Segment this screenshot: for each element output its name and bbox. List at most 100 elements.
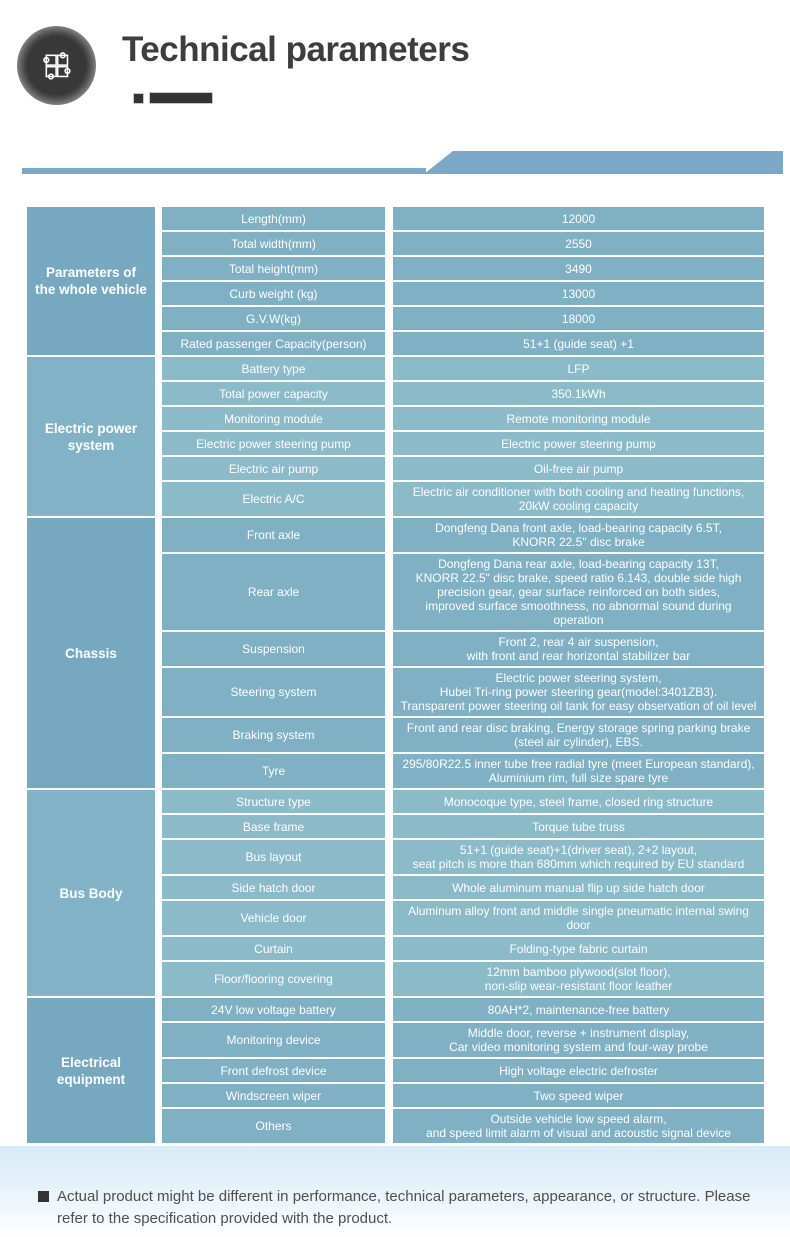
spec-row: Braking system Front and rear disc brakin…: [162, 716, 764, 752]
spec-row: Steering system Electric power steering s…: [162, 666, 764, 716]
value-cell: 295/80R22.5 inner tube free radial tyre …: [393, 754, 764, 788]
param-cell: Side hatch door: [162, 876, 385, 899]
spec-row: Monitoring device Middle door, reverse + …: [162, 1021, 764, 1057]
spec-row: Front defrost device High voltage electri…: [162, 1057, 764, 1082]
value-cell: Electric air conditioner with both cooli…: [393, 482, 764, 516]
param-cell: Electric air pump: [162, 457, 385, 480]
param-cell: Braking system: [162, 718, 385, 752]
disclaimer-text: Actual product might be different in per…: [57, 1188, 751, 1227]
spec-row: Base frame Torque tube truss: [162, 813, 764, 838]
spec-row: Total height(mm) 3490: [162, 255, 764, 280]
spec-row: 24V low voltage battery 80AH*2, maintenan…: [162, 998, 764, 1021]
value-cell: Dongfeng Dana rear axle, load-bearing ca…: [393, 554, 764, 630]
value-cell: LFP: [393, 357, 764, 380]
value-cell: 13000: [393, 282, 764, 305]
value-cell: 12000: [393, 207, 764, 230]
value-cell: High voltage electric defroster: [393, 1059, 764, 1082]
section-rows: Front axle Dongfeng Dana front axle, load…: [162, 518, 764, 788]
header-divider-flag: [424, 151, 783, 174]
param-cell: Electric power steering pump: [162, 432, 385, 455]
value-cell: Torque tube truss: [393, 815, 764, 838]
value-cell: 12mm bamboo plywood(slot floor), non-sli…: [393, 962, 764, 996]
section-rows: Battery type LFP Total power capacity 350.1…: [162, 357, 764, 516]
param-cell: Tyre: [162, 754, 385, 788]
param-cell: Electric A/C: [162, 482, 385, 516]
value-cell: Monocoque type, steel frame, closed ring…: [393, 790, 764, 813]
value-cell: Middle door, reverse + instrument displa…: [393, 1023, 764, 1057]
spec-row: Length(mm) 12000: [162, 207, 764, 230]
category-cell: Chassis: [27, 518, 155, 788]
spec-row: Tyre 295/80R22.5 inner tube free radial t…: [162, 752, 764, 788]
value-cell: 80AH*2, maintenance-free battery: [393, 998, 764, 1021]
spec-section: Parameters of the whole vehicle Length(mm…: [27, 207, 764, 355]
value-cell: Folding-type fabric curtain: [393, 937, 764, 960]
category-cell: Electrical equipment: [27, 998, 155, 1143]
param-cell: Length(mm): [162, 207, 385, 230]
param-cell: Windscreen wiper: [162, 1084, 385, 1107]
spec-row: Front axle Dongfeng Dana front axle, load…: [162, 518, 764, 552]
param-cell: Curb weight (kg): [162, 282, 385, 305]
param-cell: Structure type: [162, 790, 385, 813]
footer-panel: Actual product might be different in per…: [0, 1146, 790, 1237]
spec-row: Electric air pump Oil-free air pump: [162, 455, 764, 480]
param-cell: Front axle: [162, 518, 385, 552]
disclaimer: Actual product might be different in per…: [38, 1186, 756, 1230]
param-cell: Battery type: [162, 357, 385, 380]
page-header: Technical parameters: [0, 0, 790, 174]
title-underline-square: [133, 93, 144, 104]
spec-row: Electric A/C Electric air conditioner wit…: [162, 480, 764, 516]
param-cell: Total height(mm): [162, 257, 385, 280]
spec-row: Total width(mm) 2550: [162, 230, 764, 255]
param-cell: Base frame: [162, 815, 385, 838]
spec-row: Battery type LFP: [162, 357, 764, 380]
spec-row: Windscreen wiper Two speed wiper: [162, 1082, 764, 1107]
param-cell: Steering system: [162, 668, 385, 716]
section-rows: Structure type Monocoque type, steel fram…: [162, 790, 764, 996]
param-cell: 24V low voltage battery: [162, 998, 385, 1021]
spec-row: Others Outside vehicle low speed alarm, a…: [162, 1107, 764, 1143]
param-cell: Total power capacity: [162, 382, 385, 405]
spec-row: Floor/flooring covering 12mm bamboo plywo…: [162, 960, 764, 996]
value-cell: 51+1 (guide seat)+1(driver seat), 2+2 la…: [393, 840, 764, 874]
param-cell: Bus layout: [162, 840, 385, 874]
section-rows: 24V low voltage battery 80AH*2, maintenan…: [162, 998, 764, 1143]
value-cell: 2550: [393, 232, 764, 255]
param-cell: Suspension: [162, 632, 385, 666]
value-cell: Aluminum alloy front and middle single p…: [393, 901, 764, 935]
value-cell: Oil-free air pump: [393, 457, 764, 480]
spec-row: Monitoring module Remote monitoring modul…: [162, 405, 764, 430]
param-cell: G.V.W(kg): [162, 307, 385, 330]
param-cell: Monitoring module: [162, 407, 385, 430]
param-cell: Curtain: [162, 937, 385, 960]
value-cell: Front and rear disc braking, Energy stor…: [393, 718, 764, 752]
value-cell: 350.1kWh: [393, 382, 764, 405]
section-rows: Length(mm) 12000 Total width(mm) 2550 Total …: [162, 207, 764, 355]
param-cell: Rated passenger Capacity(person): [162, 332, 385, 355]
value-cell: 18000: [393, 307, 764, 330]
value-cell: Dongfeng Dana front axle, load-bearing c…: [393, 518, 764, 552]
spec-section: Bus Body Structure type Monocoque type, st…: [27, 788, 764, 996]
spec-row: Electric power steering pump Electric pow…: [162, 430, 764, 455]
value-cell: Electric power steering pump: [393, 432, 764, 455]
value-cell: 3490: [393, 257, 764, 280]
param-cell: Front defrost device: [162, 1059, 385, 1082]
spec-row: G.V.W(kg) 18000: [162, 305, 764, 330]
spec-row: Total power capacity 350.1kWh: [162, 380, 764, 405]
square-bullet-icon: [38, 1191, 49, 1202]
spec-row: Curtain Folding-type fabric curtain: [162, 935, 764, 960]
spec-row: Rear axle Dongfeng Dana rear axle, load-b…: [162, 552, 764, 630]
param-cell: Others: [162, 1109, 385, 1143]
param-cell: Rear axle: [162, 554, 385, 630]
param-cell: Total width(mm): [162, 232, 385, 255]
page-title: Technical parameters: [122, 30, 470, 69]
header-divider-line: [22, 168, 426, 174]
spec-table: Parameters of the whole vehicle Length(mm…: [27, 207, 764, 1143]
value-cell: Whole aluminum manual flip up side hatch…: [393, 876, 764, 899]
spec-row: Side hatch door Whole aluminum manual fli…: [162, 874, 764, 899]
spec-row: Rated passenger Capacity(person) 51+1 (gu…: [162, 330, 764, 355]
category-cell: Electric power system: [27, 357, 155, 516]
param-cell: Vehicle door: [162, 901, 385, 935]
spec-section: Electrical equipment 24V low voltage batt…: [27, 996, 764, 1143]
value-cell: Two speed wiper: [393, 1084, 764, 1107]
category-cell: Bus Body: [27, 790, 155, 996]
